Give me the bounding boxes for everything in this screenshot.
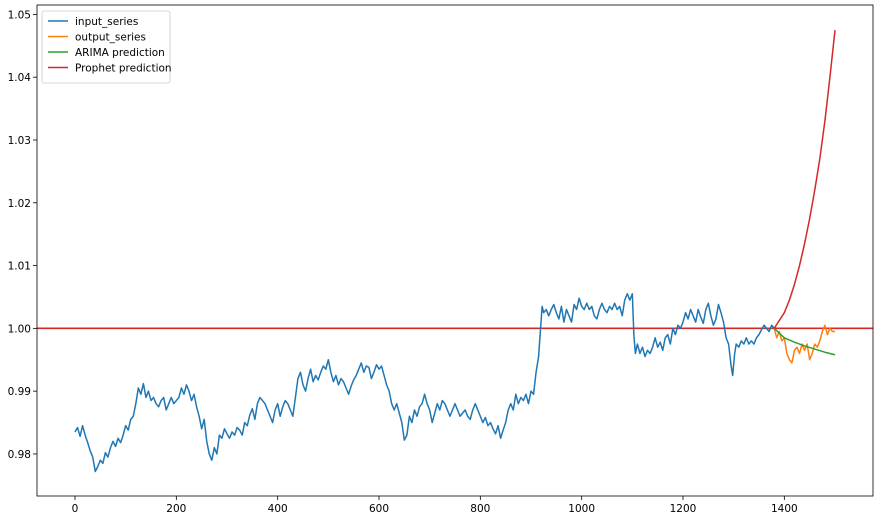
- y-axis-ticks: 0.98 0.99 1.00 1.01 1.02 1.03 1.04 1.05: [8, 9, 37, 461]
- x-axis-ticks: 0 200 400 600 800 1000 1200 1400: [72, 496, 798, 515]
- x-tick-label: 400: [268, 503, 288, 515]
- legend: input_series output_series ARIMA predictio…: [41, 10, 172, 84]
- series-line-prophet-prediction: [773, 30, 836, 329]
- series-line-input-series: [74, 293, 775, 473]
- x-tick-label: 0: [72, 503, 79, 515]
- x-tick-label: 200: [166, 503, 186, 515]
- y-tick-label: 1.01: [8, 261, 31, 273]
- y-tick-label: 1.03: [8, 135, 31, 147]
- x-tick-label: 1200: [670, 503, 697, 515]
- series-line-arima-prediction: [773, 327, 836, 356]
- axes-frame: [36, 4, 874, 497]
- y-tick-label: 1.04: [8, 72, 32, 84]
- legend-label-input-series: input_series: [75, 16, 138, 28]
- y-tick-label: 1.05: [8, 9, 31, 21]
- legend-label-prophet-prediction: Prophet prediction: [75, 63, 172, 75]
- x-tick-label: 1000: [568, 503, 595, 515]
- y-tick-label: 1.00: [8, 323, 31, 335]
- plot-area: [37, 5, 873, 496]
- series-layer: [74, 30, 836, 473]
- y-tick-label: 0.99: [8, 386, 31, 398]
- legend-box: [41, 10, 171, 84]
- y-tick-label: 0.98: [8, 449, 31, 461]
- legend-label-output-series: output_series: [75, 32, 146, 44]
- legend-label-arima-prediction: ARIMA prediction: [75, 47, 165, 59]
- axes: [36, 4, 874, 497]
- x-tick-label: 600: [369, 503, 389, 515]
- plot-background: [37, 5, 873, 496]
- x-tick-label: 800: [470, 503, 490, 515]
- x-tick-label: 1400: [771, 503, 798, 515]
- y-tick-label: 1.02: [8, 198, 31, 210]
